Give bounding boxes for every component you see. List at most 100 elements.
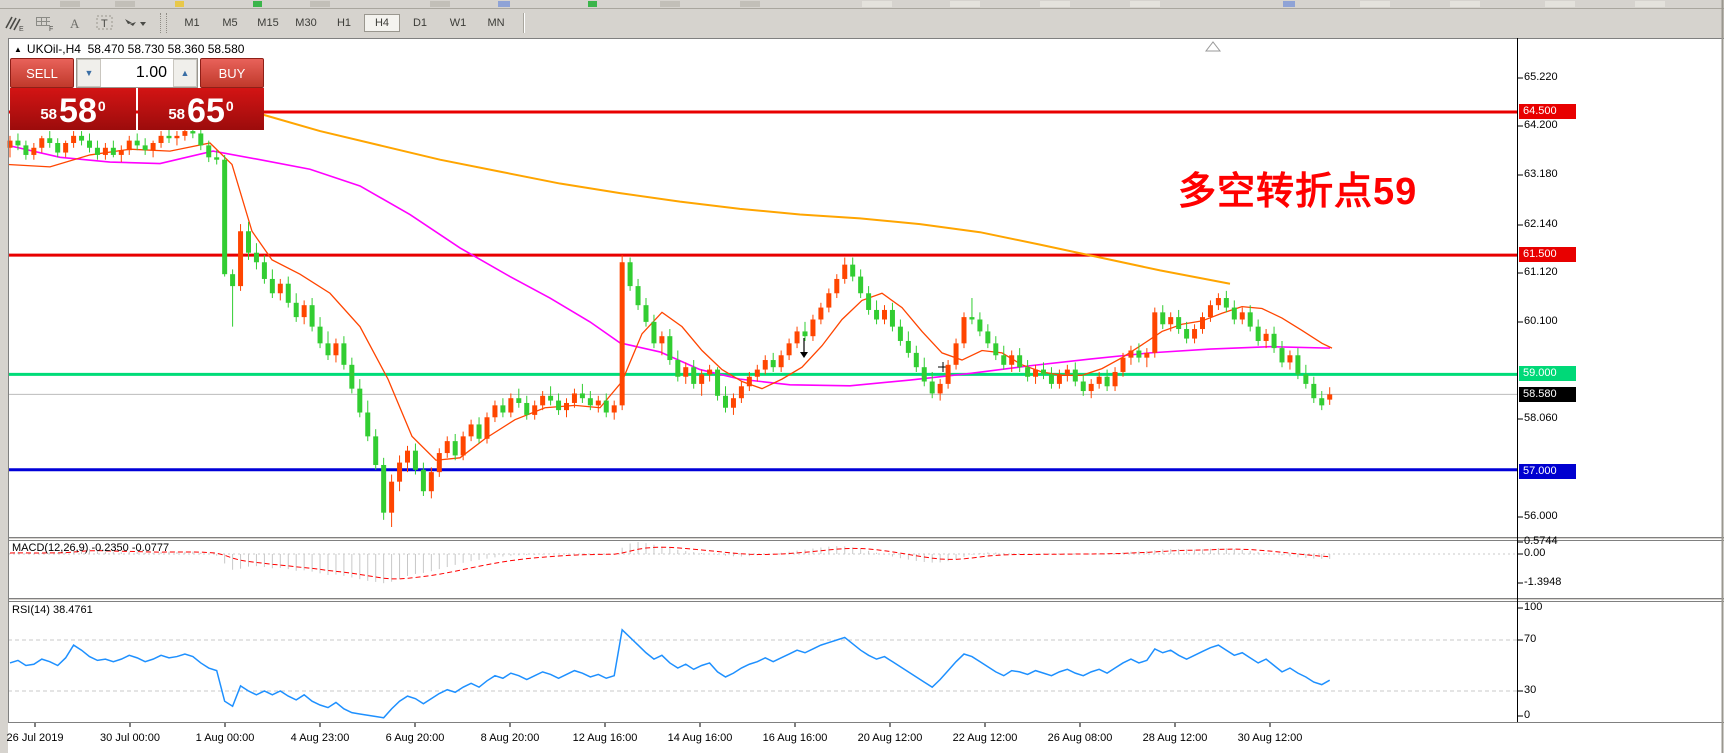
text-label-icon[interactable]: A	[61, 12, 89, 34]
candle	[1017, 355, 1023, 368]
rsi-line	[9, 628, 1331, 719]
ma-slow-line	[261, 113, 1231, 285]
rsi-axis-label: 0	[1524, 709, 1531, 721]
candle	[977, 319, 983, 332]
candle	[285, 283, 291, 303]
candle	[675, 360, 681, 377]
candle	[452, 441, 458, 456]
candle	[301, 305, 307, 318]
text-box-icon[interactable]: T	[91, 12, 119, 34]
candle	[1025, 367, 1031, 377]
candle	[1144, 352, 1150, 358]
candle	[1088, 383, 1094, 392]
candle	[953, 343, 959, 365]
candle	[484, 417, 490, 439]
candle	[723, 395, 728, 408]
candle	[913, 352, 919, 368]
price-axis-label: 56.000	[1524, 510, 1558, 522]
candle	[858, 276, 864, 294]
toolbar-icon-fragment	[1450, 1, 1480, 7]
volume-increase-button[interactable]: ▲	[173, 59, 197, 87]
candle	[651, 321, 657, 344]
bid-pips: 58	[59, 92, 97, 130]
sell-button[interactable]: SELL	[10, 58, 74, 88]
price-level-badge: 59.000	[1519, 366, 1576, 381]
timeframe-button-m15[interactable]: M15	[257, 17, 279, 29]
candle	[460, 436, 466, 456]
candle	[142, 145, 148, 151]
toolbar-icon-fragment	[310, 1, 330, 7]
timeframe-buttons: M1 M5 M15 M30 H1 H4 D1 W1 MN	[173, 14, 515, 32]
ma-fast-line	[7, 142, 1333, 461]
toolbar-icon-fragment	[1635, 1, 1665, 7]
candle	[158, 135, 164, 144]
time-axis-label: 8 Aug 20:00	[480, 732, 540, 744]
candle	[1041, 369, 1046, 375]
time-axis-label: 4 Aug 23:00	[290, 732, 350, 744]
candle	[778, 355, 784, 368]
candle	[134, 140, 140, 146]
price-level-badge: 61.500	[1519, 247, 1576, 262]
candle	[1200, 317, 1205, 330]
timeframe-button-w1[interactable]: W1	[449, 17, 467, 29]
candle	[1033, 369, 1039, 377]
volume-decrease-button[interactable]: ▼	[77, 59, 101, 87]
candle	[691, 367, 697, 384]
candle	[397, 462, 403, 482]
toolbar-icon-fragment	[1130, 1, 1160, 7]
candle	[619, 262, 625, 406]
candle	[261, 262, 267, 279]
candle	[579, 393, 585, 399]
candle	[842, 264, 848, 279]
timeframe-button-d1[interactable]: D1	[412, 17, 428, 29]
candle	[405, 450, 410, 463]
toolbar-icon-fragment	[498, 1, 510, 7]
candle	[826, 293, 832, 308]
ask-point: 0	[225, 98, 234, 114]
candle	[333, 343, 339, 356]
candle	[786, 343, 792, 356]
candle	[293, 302, 299, 318]
buy-button[interactable]: BUY	[200, 58, 264, 88]
timeframe-button-m1[interactable]: M1	[184, 17, 200, 29]
timeframe-button-mn[interactable]: MN	[487, 17, 505, 29]
timeframe-button-m30[interactable]: M30	[295, 17, 317, 29]
ask-price-tile[interactable]: 58 65 0	[138, 88, 264, 130]
candle	[365, 412, 371, 437]
toolbar-icon-fragment	[660, 1, 680, 7]
macd-axis-label: 0.00	[1524, 547, 1546, 559]
timeframe-button-m5[interactable]: M5	[222, 17, 238, 29]
toolbar-grip[interactable]	[160, 13, 167, 33]
candle	[571, 393, 577, 403]
candle	[222, 159, 228, 275]
chart-toolbar: E F A T M1 M5 M15 M30 H1 H4 D1 W1 MN	[0, 9, 1724, 37]
candle	[31, 147, 37, 155]
candle	[874, 309, 880, 320]
candle	[1255, 326, 1261, 341]
toolbar-icon-fragment	[60, 1, 80, 7]
time-axis-label: 6 Aug 20:00	[385, 732, 445, 744]
candle	[1231, 307, 1237, 320]
timeframe-button-h1[interactable]: H1	[336, 17, 352, 29]
candle	[715, 369, 721, 396]
candle	[1136, 350, 1142, 358]
arrows-tool-icon[interactable]	[121, 12, 149, 34]
candle	[206, 145, 212, 158]
toolbar-icon-fragment	[950, 1, 980, 7]
candle	[357, 388, 363, 413]
candle	[603, 400, 609, 413]
candle	[1001, 355, 1007, 365]
price-axis-label: 63.180	[1524, 168, 1558, 180]
candle	[126, 140, 132, 151]
bid-price-tile[interactable]: 58 58 0	[10, 88, 136, 130]
elliott-wave-icon[interactable]: E	[1, 12, 29, 34]
down-arrow-head	[800, 352, 808, 358]
candle	[524, 402, 530, 415]
candle	[1056, 374, 1062, 384]
ohlc-values: 58.470 58.730 58.360 58.580	[87, 42, 245, 56]
volume-input[interactable]: 1.00	[135, 64, 167, 81]
candle	[198, 133, 204, 146]
fibonacci-grid-icon[interactable]: F	[31, 12, 59, 34]
timeframe-button-h4[interactable]: H4	[364, 14, 400, 32]
candle	[802, 331, 808, 337]
